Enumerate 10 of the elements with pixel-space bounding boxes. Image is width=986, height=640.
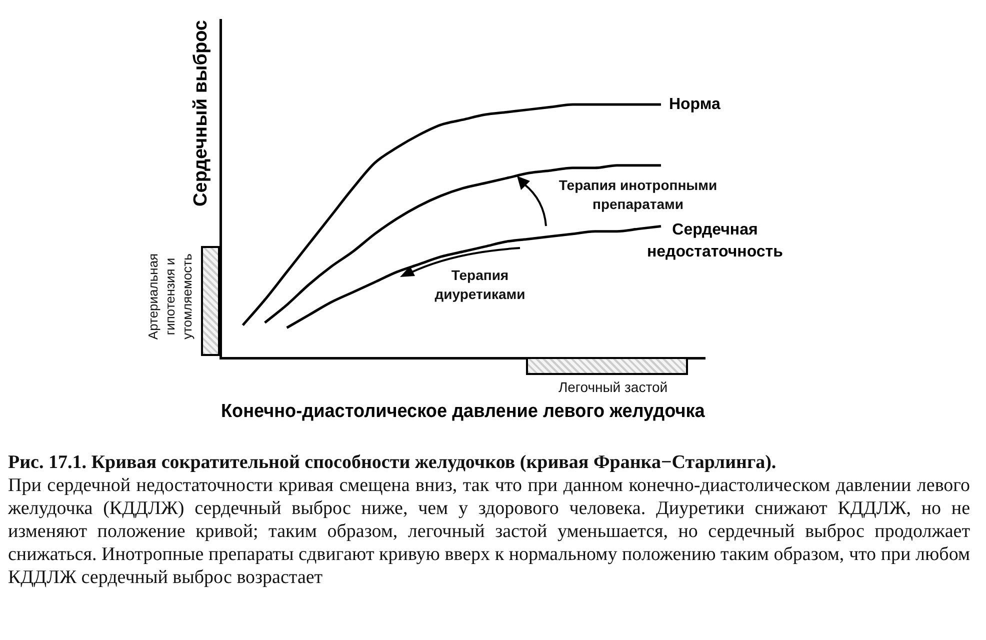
annotation: Терапия инотропными препаратами	[558, 176, 718, 214]
text: Рис. 17.1. Кривая сократительной способности желудочков (кривая Франка−Старлинга).	[8, 451, 778, 474]
y-axis-title: Сердечный выброс	[190, 20, 212, 206]
annotation: Терапия диуретиками	[434, 266, 526, 304]
series-label: Сердечная недостаточность	[646, 222, 784, 261]
text: Артериальная гипотензия и утомляемость	[144, 252, 196, 342]
text: Легочный застой	[557, 378, 669, 397]
series-label: Норма	[668, 96, 720, 113]
text: При сердечной недостаточности кривая смещена вниз, так что при данном конечно-диастолическом давлении левого желудочка (КДДЛЖ) сердечный выброс ниже, чем у здорового человека. Диуретики снижают КДДЛЖ, но не изменяют положение кривой; таким образом, легочный застой уменьшается, но сердечный выброс продолжает снижаться. Инотропные препараты сдвигают кривую вверх к нормальному положению таким образом, что при любом КДДЛЖ сердечный выброс возрастает	[8, 474, 970, 589]
x-axis-title: Конечно-диастолическое давление левого желудочка	[220, 399, 706, 421]
